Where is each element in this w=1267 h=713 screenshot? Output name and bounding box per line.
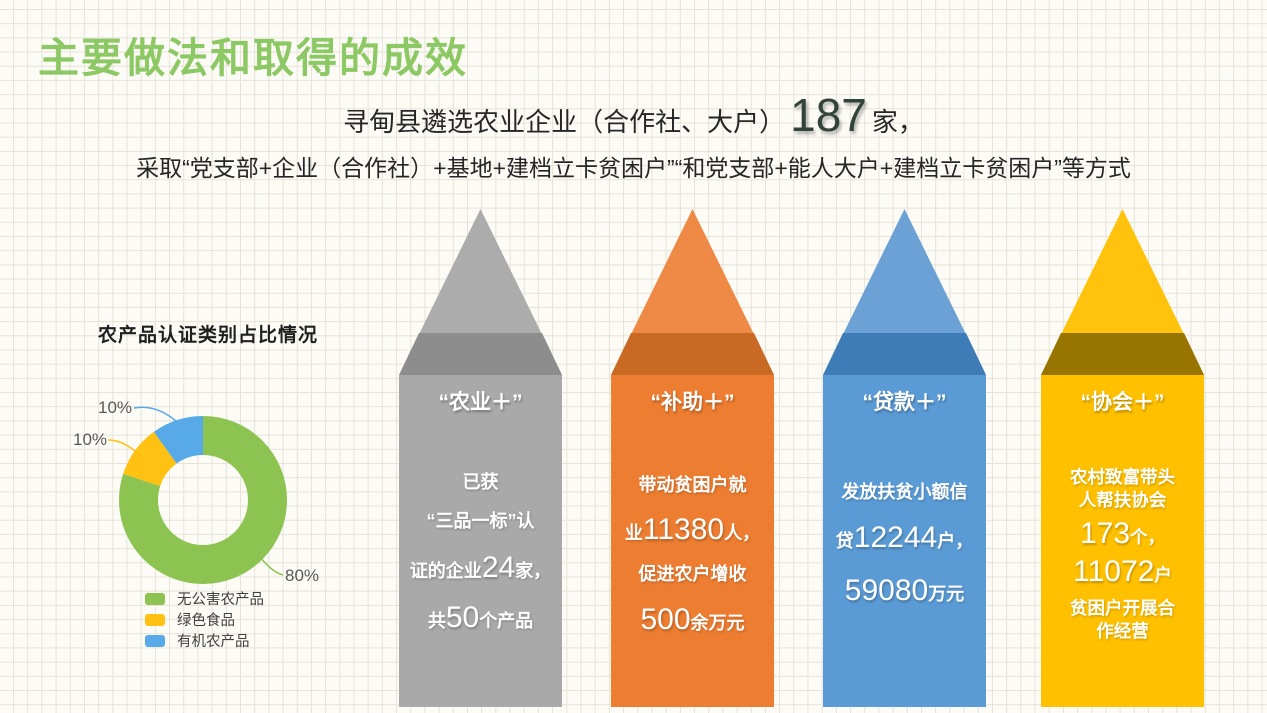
line-text: 人帮扶协会 xyxy=(1078,490,1167,510)
legend-label: 绿色食品 xyxy=(177,613,235,629)
pencil-shape xyxy=(823,209,986,707)
line-text: 带动贫困户就 xyxy=(638,475,747,495)
slice-label-yellow: 10% xyxy=(73,430,107,449)
pencil-title: “农业＋” xyxy=(438,391,523,414)
intro-line1-post: 家， xyxy=(871,107,924,137)
pencil-line: 贷12244户， xyxy=(823,521,986,555)
pencil-line: 11072户 xyxy=(1041,555,1204,589)
pencil-line: 贫困户开展合 xyxy=(1041,595,1204,620)
pencil-line: 已获 xyxy=(399,468,562,494)
line-number: 11380 xyxy=(642,513,725,546)
pencil-body xyxy=(823,375,986,707)
donut-chart: 10% 10% 80% xyxy=(73,398,319,585)
intro-line1-pre: 寻甸县遴选农业企业（合作社、大户） xyxy=(343,107,786,137)
pencil-line: 作经营 xyxy=(1041,618,1204,643)
legend-swatch-blue xyxy=(145,634,165,647)
pencil-line: 业11380人， xyxy=(611,513,774,547)
line-text: 共 xyxy=(427,611,446,631)
legend-label: 有机农产品 xyxy=(177,634,250,650)
chart-legend: 无公害农产品 绿色食品 有机农产品 xyxy=(145,588,264,651)
donut-chart-title: 农产品认证类别占比情况 xyxy=(98,325,319,346)
line-text: 个， xyxy=(1130,527,1166,547)
line-text: 家， xyxy=(515,561,552,581)
pencil-title: “贷款＋” xyxy=(862,391,947,414)
legend-item: 绿色食品 xyxy=(145,609,264,630)
legend-swatch-yellow xyxy=(145,613,165,626)
intro-line-2: 采取“党支部+企业（合作社）+基地+建档立卡贫困户”“和党支部+能人大户+建档立… xyxy=(136,155,1131,181)
line-text: “三品一标”认 xyxy=(426,511,535,531)
pencil-line: 共50个产品 xyxy=(399,601,562,635)
pencil-title: “协会＋” xyxy=(1080,391,1165,414)
line-number: 500 xyxy=(640,603,691,636)
line-text: 人， xyxy=(724,523,761,543)
legend-swatch-green xyxy=(145,592,165,605)
pencil-line: “三品一标”认 xyxy=(399,507,562,533)
line-text: 促进农户增收 xyxy=(638,564,747,584)
line-text: 万元 xyxy=(928,584,965,604)
pencil-line: 173个， xyxy=(1041,517,1204,551)
intro-text: 寻甸县遴选农业企业（合作社、大户） 187 家， 采取“党支部+企业（合作社）+基地… xyxy=(0,90,1267,183)
pencil-shape xyxy=(1041,209,1204,707)
pencil-line: 人帮扶协会 xyxy=(1041,487,1204,512)
pencil-line: 证的企业24家， xyxy=(399,551,562,585)
pencil-loan-plus: “贷款＋” 发放扶贫小额信 贷12244户， 59080万元 xyxy=(823,205,986,707)
line-number: 11072 xyxy=(1073,555,1155,588)
line-text: 户， xyxy=(937,531,974,551)
line-number: 12244 xyxy=(853,521,938,554)
pencil-agriculture-plus: “农业＋” 已获 “三品一标”认 证的企业24家， 共50个产品 xyxy=(399,205,562,707)
pencil-collar xyxy=(823,333,986,375)
pencil-body xyxy=(1041,375,1204,707)
line-text: 业 xyxy=(624,523,643,543)
pencil-line: 农村致富带头 xyxy=(1041,464,1204,489)
legend-item: 有机农产品 xyxy=(145,630,264,651)
line-text: 证的企业 xyxy=(409,561,482,581)
line-number: 50 xyxy=(445,601,480,634)
line-number: 24 xyxy=(481,551,516,584)
pencil-association-plus: “协会＋” 农村致富带头 人帮扶协会 173个， 11072户 贫困户开展合 作… xyxy=(1041,205,1204,707)
line-number: 59080 xyxy=(844,574,929,607)
line-text: 发放扶贫小额信 xyxy=(841,482,968,502)
pencil-line: 带动贫困户就 xyxy=(611,471,774,497)
pencil-shape xyxy=(399,209,562,707)
slice-label-green: 80% xyxy=(285,566,319,585)
line-text: 作经营 xyxy=(1096,621,1149,641)
pencil-body xyxy=(399,375,562,707)
legend-label: 无公害农产品 xyxy=(177,592,264,608)
intro-big-number: 187 xyxy=(790,89,867,141)
legend-item: 无公害农产品 xyxy=(145,588,264,609)
pencil-collar xyxy=(611,333,774,375)
donut-slices xyxy=(119,416,287,584)
line-text: 贫困户开展合 xyxy=(1070,598,1175,618)
leader-line-yellow xyxy=(107,439,136,452)
line-text: 户 xyxy=(1154,565,1172,585)
pencil-line: 500余万元 xyxy=(611,603,774,637)
line-text: 余万元 xyxy=(690,613,745,633)
pencil-line: 59080万元 xyxy=(823,574,986,608)
pencil-body xyxy=(611,375,774,707)
pencil-shape xyxy=(611,209,774,707)
slice-label-blue: 10% xyxy=(98,398,132,417)
intro-line-1: 寻甸县遴选农业企业（合作社、大户） 187 家， xyxy=(0,90,1267,147)
leader-line-green xyxy=(258,555,284,576)
page-title: 主要做法和取得的成效 xyxy=(38,35,468,81)
pencil-collar xyxy=(1041,333,1204,375)
leader-line-blue xyxy=(133,406,177,422)
donut-slice-blue xyxy=(119,416,287,584)
pencil-line: 发放扶贫小额信 xyxy=(823,478,986,504)
line-text: 已获 xyxy=(462,472,499,492)
pencil-title: “补助＋” xyxy=(650,391,735,414)
line-text: 贷 xyxy=(835,531,854,551)
pencil-subsidy-plus: “补助＋” 带动贫困户就 业11380人， 促进农户增收 500余万元 xyxy=(611,205,774,707)
pencil-line: 促进农户增收 xyxy=(611,560,774,586)
pencil-collar xyxy=(399,333,562,375)
line-number: 173 xyxy=(1079,517,1131,550)
line-text: 农村致富带头 xyxy=(1070,467,1175,487)
line-text: 个产品 xyxy=(479,611,534,631)
